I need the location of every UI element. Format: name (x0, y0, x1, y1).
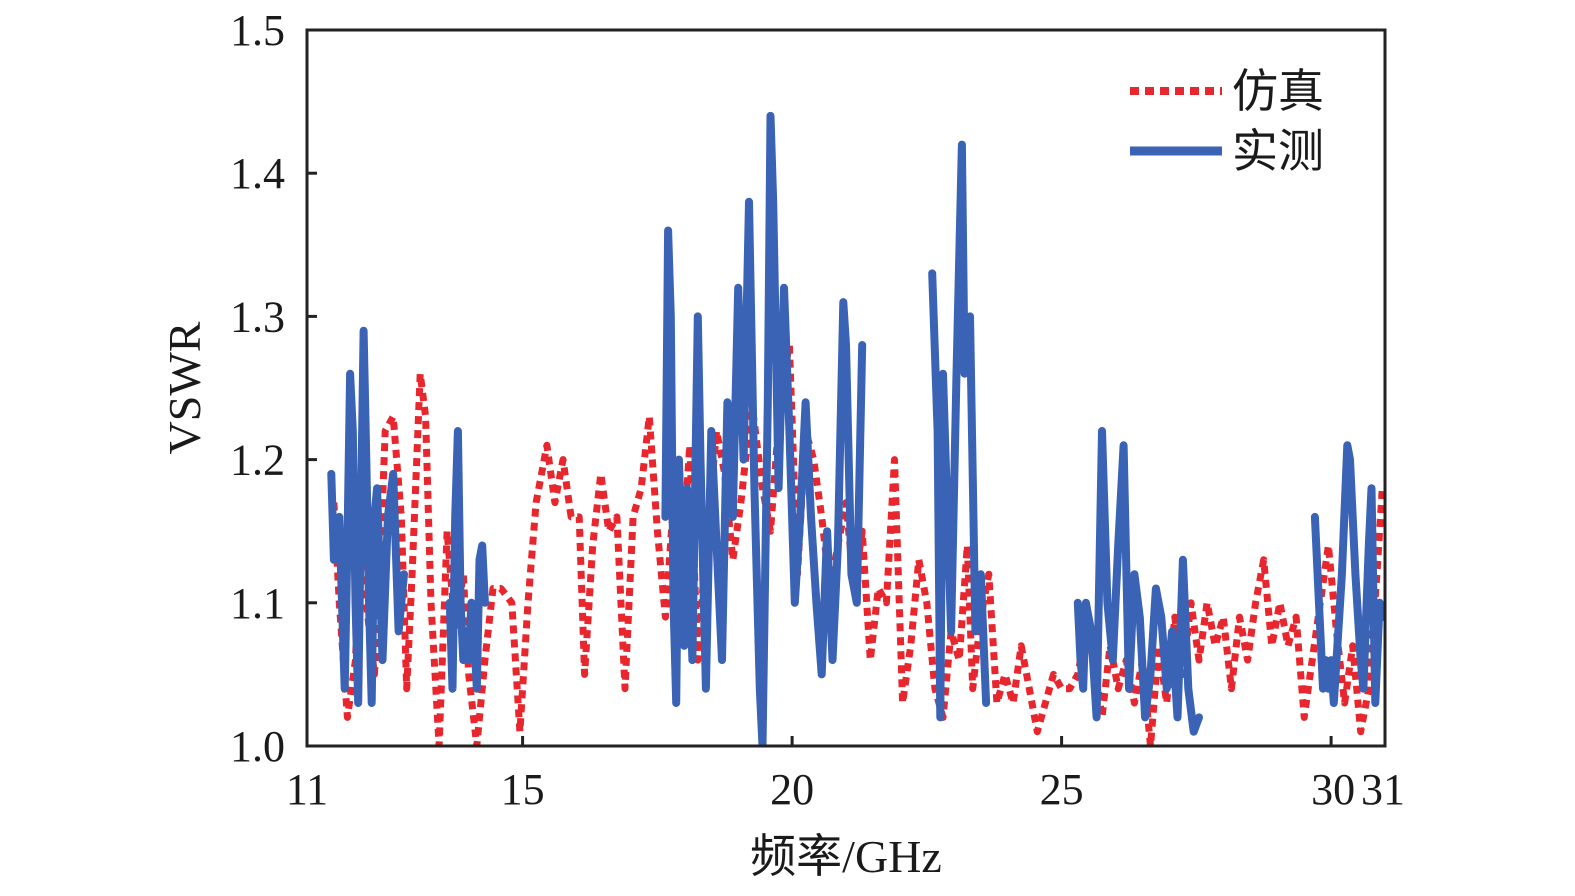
x-tick-label: 30 (1311, 765, 1355, 814)
x-tick-label: 11 (286, 765, 328, 814)
x-tick-label: 31 (1361, 765, 1405, 814)
series-2-line-segment-3 (661, 111, 867, 746)
y-tick-label: 1.0 (230, 722, 285, 771)
x-tick-label: 25 (1040, 765, 1084, 814)
y-tick-label: 1.4 (230, 149, 285, 198)
legend-label-2: 实测 (1232, 126, 1324, 177)
ticks-layer: 11 15 20 25 30 31 1.0 1.1 1.2 1.3 1.4 1.5 (230, 6, 1405, 814)
x-tick-label: 15 (501, 765, 545, 814)
series-layer (327, 111, 1385, 746)
series-2-line-segment-2 (445, 427, 489, 693)
x-axis-label: 频率/GHz (750, 831, 942, 882)
x-tick-label: 20 (770, 765, 814, 814)
series-2-line-segment-1 (327, 326, 408, 707)
y-tick-label: 1.3 (230, 292, 285, 341)
y-tick-label: 1.2 (230, 436, 285, 485)
legend-label-1: 仿真 (1232, 66, 1324, 117)
series-2-line-segment-4 (928, 140, 991, 722)
y-tick-label: 1.5 (230, 6, 285, 55)
series-2-line-segment-5 (1073, 427, 1203, 736)
series-2-line-segment-6 (1310, 441, 1385, 707)
y-tick-label: 1.1 (230, 579, 285, 628)
y-axis-label: VSWR (159, 321, 210, 454)
plot-frame (305, 28, 1387, 748)
